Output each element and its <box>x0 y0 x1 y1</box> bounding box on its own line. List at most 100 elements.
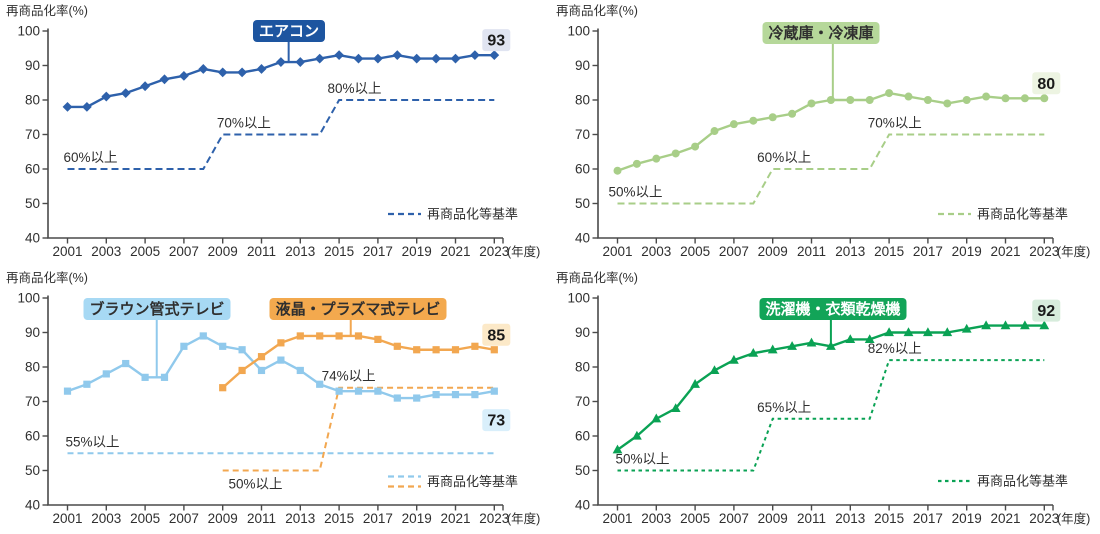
y-axis-tick-label: 70 <box>575 127 590 142</box>
end-value-label: 73 <box>487 413 505 430</box>
series-title-badge <box>83 298 231 320</box>
x-axis-tick-label: 2005 <box>680 244 710 259</box>
y-axis-tick-label: 50 <box>25 196 40 211</box>
x-axis-tick-label: 2001 <box>602 244 632 259</box>
data-point-marker <box>413 346 421 354</box>
data-point-marker <box>256 64 267 74</box>
x-axis-tick-label: 2005 <box>680 511 710 526</box>
data-point-marker <box>962 96 971 104</box>
end-value-label-bg <box>482 29 511 52</box>
threshold-label: 70%以上 <box>868 116 922 131</box>
x-axis-tick-label: 2017 <box>363 244 393 259</box>
x-axis-tick-label: 2003 <box>91 244 121 259</box>
data-point-marker <box>354 332 363 340</box>
x-axis-tick-label: 2005 <box>130 244 160 259</box>
data-point-marker <box>432 346 440 354</box>
data-point-marker <box>671 149 680 158</box>
standard-step-line <box>617 359 1045 472</box>
y-axis-title: 再商品化率(%) <box>556 3 638 18</box>
chart-cell-refrigerator-freezer: 40 50 60 70 80 90 100 2001 2003 2005 2007 2009 2011 2… <box>550 0 1100 267</box>
data-point-marker <box>471 342 479 350</box>
data-point-marker <box>942 327 953 337</box>
data-point-marker <box>413 394 421 402</box>
x-axis-tick-label: 2007 <box>719 511 749 526</box>
data-point-marker <box>489 50 500 61</box>
end-value-label: 85 <box>487 327 505 344</box>
data-point-marker <box>845 334 856 343</box>
data-point-marker <box>982 92 991 101</box>
data-point-marker <box>1000 320 1011 330</box>
y-axis-title: 再商品化率(%) <box>6 270 88 285</box>
threshold-label: 50%以上 <box>229 477 283 492</box>
series-title-badge-label: 洗濯機・衣類乾燥機 <box>765 300 900 318</box>
data-point-marker <box>451 391 460 399</box>
data-point-marker <box>83 380 91 388</box>
data-point-marker <box>451 346 460 354</box>
x-axis-tick-label: 2015 <box>324 511 354 526</box>
x-axis-tick-label: 2007 <box>169 244 199 259</box>
data-point-marker <box>393 394 401 402</box>
y-axis-title: 再商品化率(%) <box>6 3 88 18</box>
x-axis-tick-label: 2023 <box>479 511 509 526</box>
x-axis-tick-label: 2015 <box>874 511 904 526</box>
end-value-label-bg <box>482 409 511 432</box>
data-point-marker <box>691 142 700 151</box>
y-axis-tick-label: 60 <box>575 429 590 444</box>
data-point-marker <box>180 342 188 350</box>
data-point-marker <box>354 387 363 395</box>
y-axis-tick-label: 50 <box>25 463 40 478</box>
data-point-marker <box>277 339 285 347</box>
threshold-label: 82%以上 <box>868 341 922 356</box>
data-point-marker <box>82 102 92 112</box>
data-point-marker <box>63 387 72 395</box>
data-point-marker <box>179 70 189 81</box>
data-point-marker <box>652 154 661 163</box>
end-value-label-bg <box>1032 72 1061 95</box>
x-axis-tick-label: 2017 <box>913 244 943 259</box>
data-point-marker <box>1020 94 1029 103</box>
standard-step-line <box>67 99 495 170</box>
data-point-marker <box>1040 94 1049 103</box>
x-axis-unit-label: (年度) <box>1057 511 1090 526</box>
x-axis-tick-label: 2009 <box>208 511 238 526</box>
data-point-marker <box>411 53 422 64</box>
data-point-marker <box>768 113 777 122</box>
data-point-marker <box>470 50 480 61</box>
data-point-marker <box>865 96 874 104</box>
x-axis-tick-label: 2011 <box>247 244 276 259</box>
data-point-marker <box>296 366 304 375</box>
x-axis-unit-label: (年度) <box>1057 244 1090 259</box>
threshold-label: 50%以上 <box>616 452 670 467</box>
end-value-label-bg <box>1032 299 1061 322</box>
threshold-label: 60%以上 <box>64 150 118 165</box>
data-point-marker <box>393 342 401 350</box>
y-axis-tick-label: 50 <box>575 463 590 478</box>
chart-cell-washer-dryer: 40 50 60 70 80 90 100 2001 2003 2005 2007 2009 2011 2… <box>550 267 1100 534</box>
legend-label: 再商品化等基準 <box>427 474 518 489</box>
y-axis-tick-label: 60 <box>25 162 40 177</box>
y-axis-tick-label: 70 <box>575 394 590 409</box>
y-axis-tick-label: 40 <box>575 498 590 513</box>
data-point-marker <box>316 380 324 388</box>
series-title-badge-label: ブラウン管式テレビ <box>89 300 224 318</box>
data-point-marker <box>199 332 207 340</box>
series-title-badge <box>253 20 325 42</box>
y-axis-title: 再商品化率(%) <box>556 270 638 285</box>
data-point-marker <box>632 430 642 440</box>
data-point-marker <box>334 50 344 61</box>
x-axis-tick-label: 2001 <box>52 511 82 526</box>
end-value-label: 92 <box>1037 303 1055 320</box>
data-point-marker <box>651 413 662 423</box>
data-point-marker <box>923 327 933 337</box>
washer-dryer-chart: 40 50 60 70 80 90 100 2001 2003 2005 2007 2009 2011 2… <box>556 270 1090 526</box>
x-axis-tick-label: 2021 <box>990 511 1020 526</box>
chart-cell-air-conditioner: 40 50 60 70 80 90 100 2001 2003 2005 2007 2009 2011 2… <box>0 0 550 267</box>
legend-label: 再商品化等基準 <box>977 474 1068 489</box>
data-point-marker <box>160 373 169 381</box>
data-point-marker <box>432 391 440 399</box>
y-axis-tick-label: 100 <box>17 24 40 39</box>
data-point-marker <box>807 99 816 108</box>
x-axis-tick-label: 2019 <box>952 244 982 259</box>
y-axis-tick-label: 90 <box>25 325 40 340</box>
chart-cell-tv: 40 50 60 70 80 90 100 2001 2003 2005 2007 2009 2011 2… <box>0 267 550 534</box>
